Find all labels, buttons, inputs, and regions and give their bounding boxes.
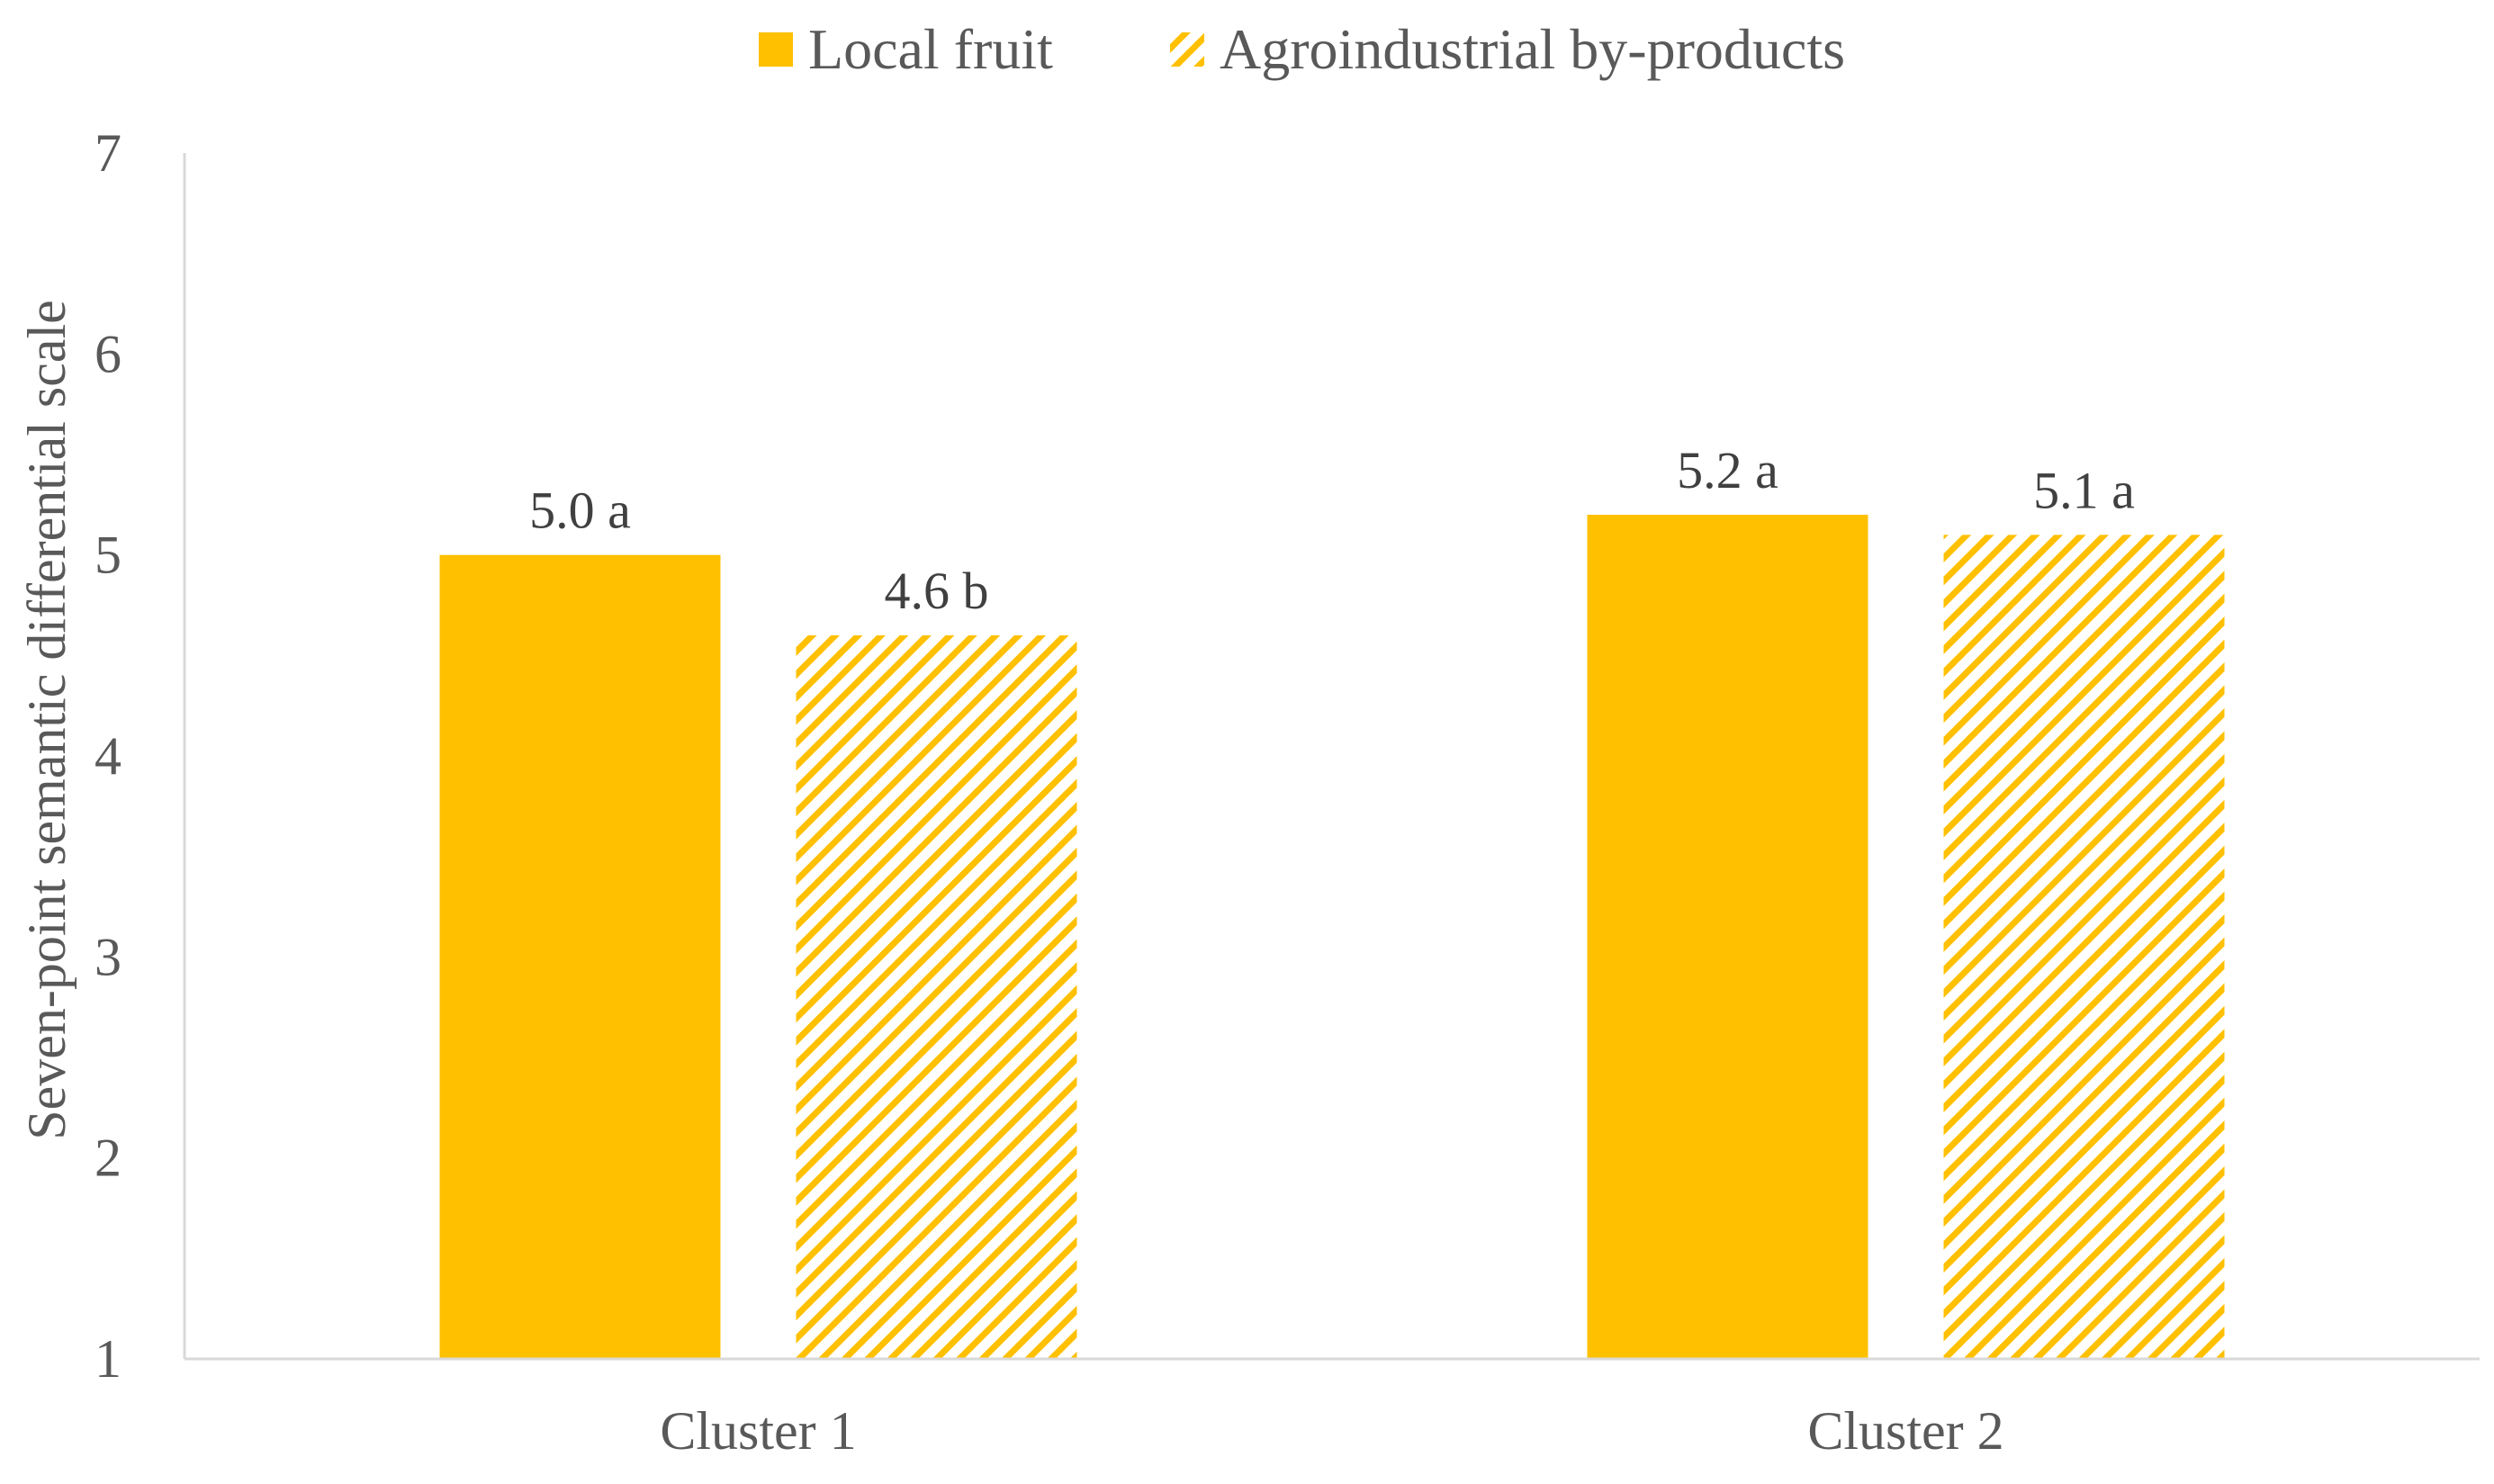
y-axis: 1 2 3 4 5 6 7 xyxy=(95,123,186,1389)
legend-swatch-agroindustrial xyxy=(1170,32,1204,67)
data-labels: 5.0 a 4.6 b 5.2 a 5.1 a xyxy=(529,441,2135,620)
bar-local-fruit-cluster-2 xyxy=(1587,515,1868,1359)
y-tick-label: 5 xyxy=(95,526,122,585)
y-tick-label: 3 xyxy=(95,927,122,986)
data-label: 4.6 b xyxy=(885,562,989,620)
y-axis-title: Seven-point semantic differential scale xyxy=(17,300,77,1140)
legend-label-local-fruit: Local fruit xyxy=(808,17,1053,81)
legend-label-agroindustrial: Agroindustrial by-products xyxy=(1220,17,1845,81)
legend: Local fruit Agroindustrial by-products xyxy=(759,17,1845,81)
data-label: 5.0 a xyxy=(529,481,631,540)
y-tick-label: 4 xyxy=(95,726,122,786)
x-axis: Cluster 1 Cluster 2 xyxy=(185,1357,2480,1461)
x-category-label: Cluster 2 xyxy=(1807,1401,2003,1461)
x-category-label: Cluster 1 xyxy=(660,1401,856,1461)
data-label: 5.2 a xyxy=(1677,441,1778,499)
y-tick-label: 2 xyxy=(95,1129,122,1188)
y-tick-label: 1 xyxy=(95,1329,122,1389)
data-label: 5.1 a xyxy=(2033,461,2135,519)
bars xyxy=(439,515,2225,1359)
bar-agroindustrial-cluster-2 xyxy=(1943,535,2225,1359)
bar-local-fruit-cluster-1 xyxy=(439,554,721,1359)
y-tick-label: 6 xyxy=(95,324,122,383)
y-tick-label: 7 xyxy=(95,123,122,183)
bar-agroindustrial-cluster-1 xyxy=(796,635,1077,1359)
legend-swatch-local-fruit xyxy=(759,32,793,67)
